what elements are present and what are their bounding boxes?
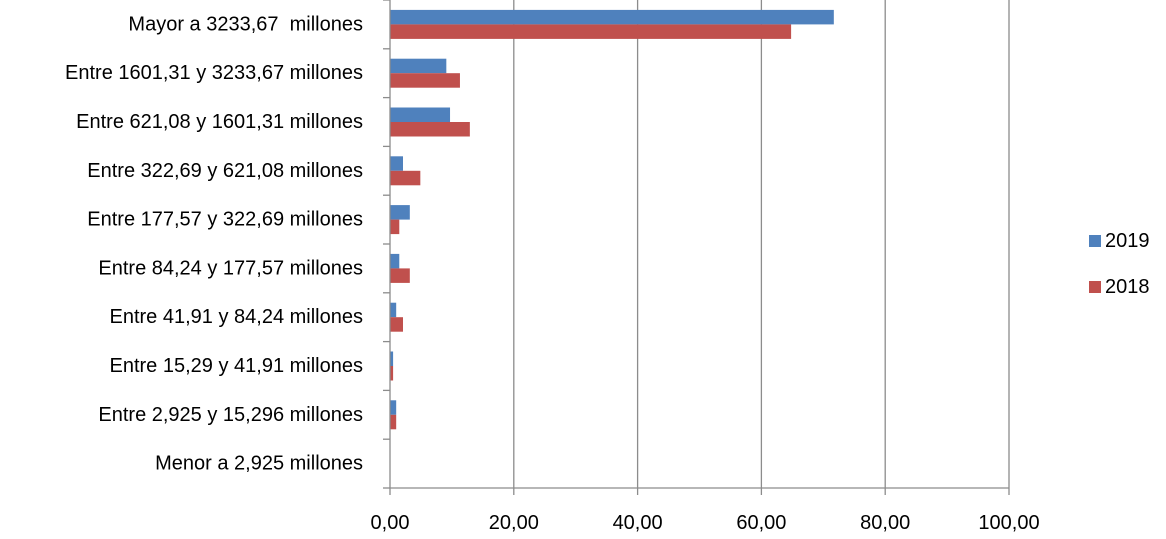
bars <box>390 9 834 430</box>
bar-2018-6 <box>390 317 403 332</box>
bar-2018-5 <box>390 268 410 283</box>
category-label: Entre 621,08 y 1601,31 millones <box>76 111 363 133</box>
bar-2019-7 <box>390 351 394 366</box>
category-label: Entre 177,57 y 322,69 millones <box>87 209 363 231</box>
x-tick-label: 80,00 <box>860 512 910 534</box>
bar-2019-8 <box>390 400 397 415</box>
category-label: Entre 84,24 y 177,57 millones <box>98 257 363 279</box>
bar-2019-0 <box>390 9 834 25</box>
category-label: Entre 1601,31 y 3233,67 millones <box>65 62 363 84</box>
legend-label-2018: 2018 <box>1105 276 1150 298</box>
bar-2018-1 <box>390 73 460 88</box>
x-tick-label: 100,00 <box>978 512 1039 534</box>
bar-2018-3 <box>390 170 421 186</box>
gridlines <box>513 0 1010 488</box>
category-label: Mayor a 3233,67 millones <box>128 13 363 35</box>
x-tick-label: 60,00 <box>736 512 786 534</box>
bar-2018-7 <box>390 366 394 381</box>
legend-swatch-2018 <box>1089 281 1101 293</box>
category-labels: Mayor a 3233,67 millones Entre 1601,31 y … <box>65 13 363 474</box>
category-label: Menor a 2,925 millones <box>155 453 363 475</box>
bar-2019-1 <box>390 58 447 74</box>
bar-2018-8 <box>390 414 397 430</box>
category-label: Entre 41,91 y 84,24 millones <box>110 306 364 328</box>
legend-label-2019: 2019 <box>1105 230 1150 252</box>
legend-swatch-2019 <box>1089 235 1101 247</box>
tick-labels: 0,00 20,00 40,00 60,00 80,00 100,00 <box>371 512 1040 534</box>
x-tick-label: 40,00 <box>613 512 663 534</box>
x-tick-label: 0,00 <box>371 512 410 534</box>
bar-2019-4 <box>390 205 410 220</box>
category-label: Entre 2,925 y 15,296 millones <box>98 404 363 426</box>
bar-2019-6 <box>390 302 397 318</box>
bar-2019-2 <box>390 107 451 122</box>
axes <box>383 0 1010 495</box>
bar-2019-3 <box>390 156 403 171</box>
category-label: Entre 15,29 y 41,91 millones <box>110 355 364 377</box>
bar-2018-2 <box>390 122 470 137</box>
legend: 2019 2018 <box>1089 230 1150 298</box>
x-tick-label: 20,00 <box>489 512 539 534</box>
bar-2019-5 <box>390 253 400 269</box>
bar-2018-0 <box>390 24 792 39</box>
category-label: Entre 322,69 y 621,08 millones <box>87 160 363 182</box>
bar-2018-4 <box>390 219 400 235</box>
